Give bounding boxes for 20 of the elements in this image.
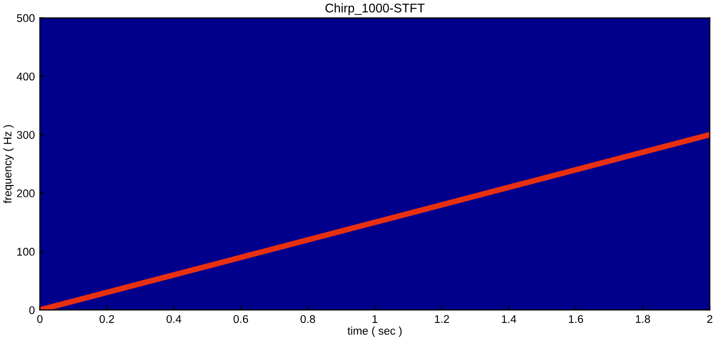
y-tick-label: 500 xyxy=(16,14,35,22)
x-tick-label: 1.4 xyxy=(502,315,516,323)
y-tick-label: 300 xyxy=(16,130,35,139)
y-tick-label: 0 xyxy=(29,306,35,314)
x-tick-label: 1.6 xyxy=(568,315,584,323)
x-tick-label: 0.8 xyxy=(300,315,316,323)
x-tick-label: 0.4 xyxy=(166,315,182,323)
chart-title: Chirp_1000-STFT xyxy=(325,3,425,15)
x-tick-label: 1.8 xyxy=(636,315,650,323)
x-tick-label: 0.6 xyxy=(234,315,248,323)
y-axis-title: frequency ( Hz ) xyxy=(3,125,14,204)
x-tick-label: 0 xyxy=(37,315,43,323)
x-tick-label: 2 xyxy=(707,315,712,323)
y-tick-label: 200 xyxy=(17,189,35,198)
x-tick-label: 1 xyxy=(372,315,378,323)
y-tick-label: 400 xyxy=(16,72,35,80)
x-tick-label: 1.2 xyxy=(434,315,449,323)
x-axis-title: time ( sec ) xyxy=(348,326,402,337)
x-tick-label: 0.2 xyxy=(100,315,114,323)
y-tick-label: 100 xyxy=(17,248,35,256)
